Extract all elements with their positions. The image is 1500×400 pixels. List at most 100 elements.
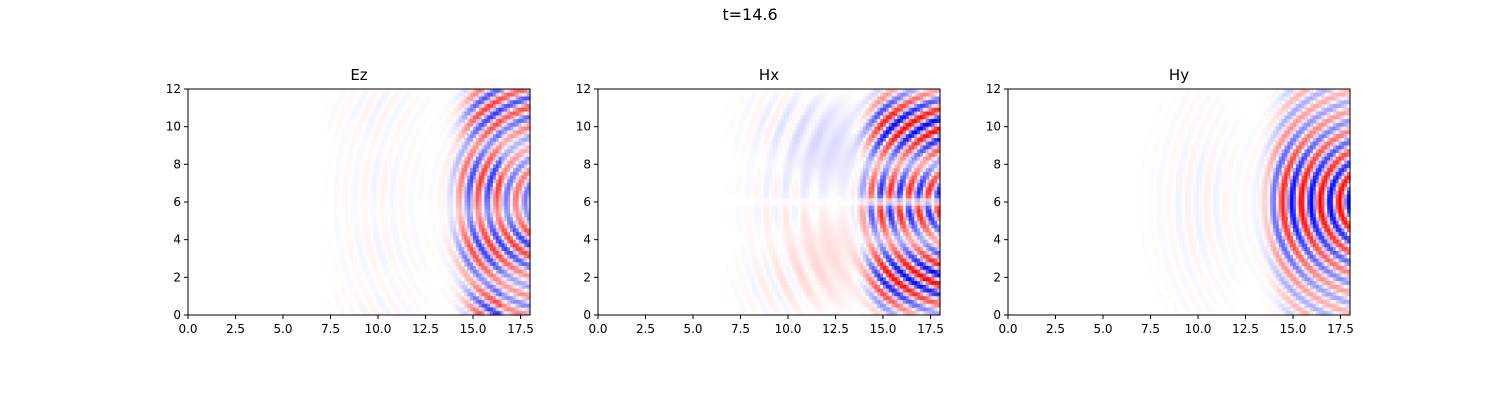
heatmap-cell [828, 156, 833, 162]
heatmap-cell [478, 149, 483, 154]
heatmap-cell [339, 254, 343, 260]
heatmap-cell [356, 281, 360, 286]
heatmap-cell [788, 89, 793, 94]
heatmap-cell [481, 213, 485, 218]
heatmap-cell [333, 228, 337, 233]
heatmap-cell [510, 134, 514, 139]
heatmap-cell [515, 235, 520, 241]
heatmap-cell [783, 130, 787, 135]
heatmap-cell [384, 311, 389, 316]
heatmap-cell [361, 119, 366, 124]
heatmap-cell [370, 220, 374, 226]
heatmap-cell [797, 122, 801, 128]
heatmap-cell [444, 273, 448, 278]
heatmap-cell [871, 153, 876, 158]
heatmap-cell [447, 205, 451, 211]
heatmap-cell [484, 100, 488, 105]
heatmap-cell [797, 107, 801, 113]
heatmap-cell [473, 137, 477, 143]
heatmap-cell [484, 209, 488, 214]
heatmap-cell [524, 288, 528, 293]
heatmap-cell [760, 141, 764, 147]
heatmap-cell [478, 247, 483, 252]
heatmap-cell [501, 126, 505, 132]
heatmap-cell [788, 104, 793, 109]
heatmap-cell [507, 250, 511, 256]
heatmap-cell [367, 303, 371, 309]
heatmap-cell [361, 202, 366, 207]
heatmap-cell [450, 126, 454, 132]
heatmap-cell [438, 269, 443, 275]
heatmap-cell [341, 89, 346, 94]
heatmap-cell [928, 126, 933, 132]
heatmap-cell [470, 89, 474, 94]
heatmap-cell [341, 149, 346, 154]
heatmap-cell [473, 179, 477, 184]
heatmap-cell [507, 122, 511, 128]
heatmap-cell [885, 145, 890, 150]
heatmap-cell [734, 115, 739, 120]
heatmap-cell [475, 266, 480, 271]
heatmap-cell [501, 254, 505, 260]
heatmap-cell [478, 269, 483, 275]
heatmap-cell [888, 149, 893, 154]
heatmap-cell [401, 254, 406, 260]
heatmap-cell [743, 134, 747, 139]
heatmap-cell [757, 134, 762, 139]
heatmap-cell [344, 247, 349, 252]
heatmap-cell [384, 198, 389, 203]
heatmap-cell [347, 100, 352, 105]
heatmap-cell [914, 156, 918, 162]
heatmap-cell [347, 232, 352, 237]
heatmap-cell [339, 288, 343, 293]
heatmap-cell [498, 296, 503, 301]
heatmap-cell [492, 220, 497, 226]
heatmap-cell [350, 262, 354, 267]
heatmap-cell [791, 130, 796, 135]
heatmap-cell [783, 89, 787, 94]
heatmap-cell [353, 239, 357, 245]
heatmap-cell [771, 141, 776, 147]
heatmap-cell [330, 254, 334, 260]
heatmap-cell [498, 122, 503, 128]
heatmap-cell [373, 296, 377, 301]
heatmap-cell [786, 130, 790, 135]
heatmap-cell [373, 179, 377, 184]
heatmap-cell [937, 89, 941, 94]
heatmap-cell [390, 156, 394, 162]
heatmap-cell [786, 119, 790, 124]
heatmap-cell [447, 311, 451, 316]
heatmap-cell [834, 137, 838, 143]
heatmap-cell [820, 119, 824, 124]
heatmap-cell [475, 296, 480, 301]
heatmap-cell [364, 284, 369, 290]
heatmap-cell [860, 104, 864, 109]
heatmap-cell [515, 202, 520, 207]
heatmap-cell [512, 175, 517, 180]
heatmap-cell [751, 111, 756, 116]
heatmap-cell [381, 145, 386, 150]
heatmap-cell [826, 92, 830, 98]
heatmap-cell [518, 303, 523, 309]
heatmap-cell [387, 130, 391, 135]
heatmap-cell [473, 247, 477, 252]
heatmap-cell [441, 217, 446, 222]
heatmap-cell [934, 104, 938, 109]
heatmap-cell [871, 107, 876, 113]
heatmap-cell [341, 183, 346, 188]
heatmap-cell [421, 168, 426, 173]
heatmap-cell [384, 130, 389, 135]
heatmap-cell [743, 122, 747, 128]
heatmap-cell [361, 122, 366, 128]
heatmap-cell [473, 292, 477, 297]
heatmap-cell [378, 137, 383, 143]
heatmap-cell [356, 303, 360, 309]
heatmap-cell [518, 235, 523, 241]
heatmap-cell [512, 228, 517, 233]
heatmap-cell [521, 205, 525, 211]
heatmap-cell [461, 160, 466, 165]
heatmap-cell [401, 284, 406, 290]
heatmap-cell [823, 100, 827, 105]
heatmap-cell [378, 122, 383, 128]
heatmap-cell [441, 262, 446, 267]
